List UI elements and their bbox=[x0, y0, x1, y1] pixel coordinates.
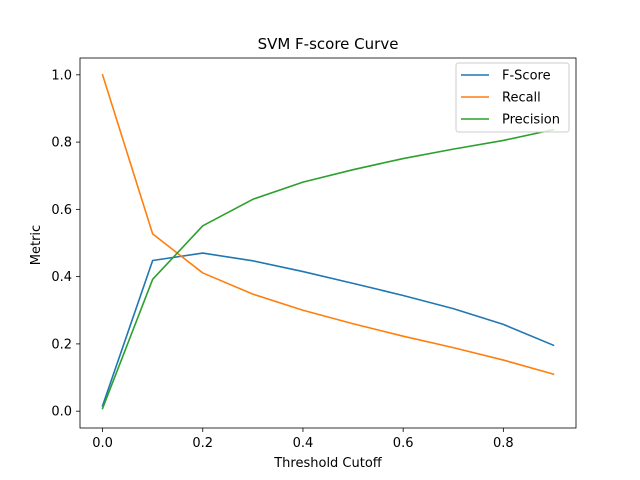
axes-frame bbox=[79, 57, 577, 429]
legend-label-f-score: F-Score bbox=[502, 69, 551, 84]
legend-box bbox=[455, 62, 570, 133]
x-tick-label: 0.2 bbox=[192, 436, 213, 451]
y-tick-label: 1.0 bbox=[51, 68, 72, 83]
series-line-precision bbox=[101, 128, 555, 410]
x-tick-label: 0.4 bbox=[293, 436, 314, 451]
x-tick-label: 0.0 bbox=[92, 436, 113, 451]
plot-area: 0.0 0.2 0.4 0.6 0.8 0.0 0.2 0.4 0.6 0.8 1.0 F-Score… bbox=[51, 57, 577, 451]
legend: F-Score Recall Precision bbox=[455, 62, 570, 133]
y-tick-label: 0.6 bbox=[51, 203, 72, 218]
chart-title: SVM F-score Curve bbox=[258, 35, 399, 53]
x-tick-label: 0.8 bbox=[493, 436, 514, 451]
y-tick-label: 0.8 bbox=[51, 136, 72, 151]
y-tick-label: 0.2 bbox=[51, 337, 72, 352]
x-tick-label: 0.6 bbox=[393, 436, 414, 451]
y-tick-label: 0.4 bbox=[51, 270, 72, 285]
y-axis-label: Metric bbox=[29, 225, 44, 265]
legend-label-recall: Recall bbox=[502, 91, 541, 106]
x-axis-label: Threshold Cutoff bbox=[273, 456, 383, 471]
y-tick-label: 0.0 bbox=[51, 405, 72, 420]
legend-label-precision: Precision bbox=[502, 113, 560, 128]
series-line-f-score bbox=[101, 252, 555, 407]
